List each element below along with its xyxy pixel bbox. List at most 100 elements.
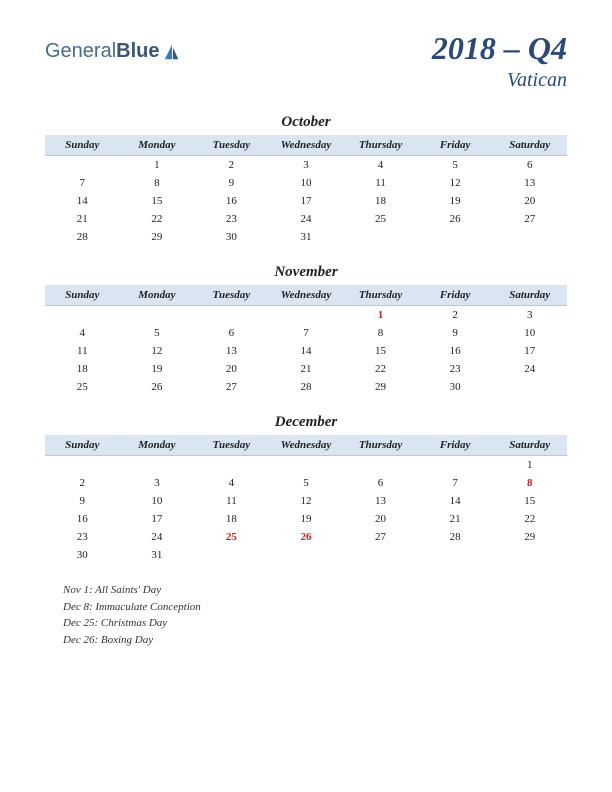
calendar-cell: 1 — [492, 456, 567, 475]
calendar-cell: 16 — [418, 342, 493, 360]
calendar-cell: 28 — [269, 378, 344, 396]
calendar-cell — [194, 306, 269, 325]
day-header: Thursday — [343, 135, 418, 156]
calendar-cell — [45, 306, 120, 325]
month-name: December — [45, 414, 567, 431]
day-header: Wednesday — [269, 285, 344, 306]
calendar-cell: 7 — [418, 474, 493, 492]
calendar-cell: 8 — [492, 474, 567, 492]
calendar-cell: 30 — [418, 378, 493, 396]
calendar-cell: 14 — [418, 492, 493, 510]
calendar-cell: 8 — [343, 324, 418, 342]
day-header: Thursday — [343, 435, 418, 456]
calendar-cell: 6 — [492, 156, 567, 175]
calendar-cell — [269, 456, 344, 475]
calendar-cell: 12 — [120, 342, 195, 360]
calendar-cell: 19 — [269, 510, 344, 528]
calendar-table: SundayMondayTuesdayWednesdayThursdayFrid… — [45, 285, 567, 396]
calendar-cell: 14 — [269, 342, 344, 360]
calendar-cell: 16 — [45, 510, 120, 528]
calendar-cell: 10 — [492, 324, 567, 342]
calendar-cell: 31 — [269, 228, 344, 246]
calendar-cell: 3 — [120, 474, 195, 492]
day-header: Monday — [120, 435, 195, 456]
header: GeneralBlue 2018 – Q4 Vatican — [45, 30, 567, 92]
calendar-cell: 23 — [45, 528, 120, 546]
calendar-cell — [343, 546, 418, 564]
calendar-cell: 3 — [492, 306, 567, 325]
logo-part1: General — [45, 40, 116, 62]
calendar-container: OctoberSundayMondayTuesdayWednesdayThurs… — [45, 114, 567, 564]
calendar-cell: 24 — [269, 210, 344, 228]
calendar-cell: 23 — [418, 360, 493, 378]
calendar-cell: 12 — [269, 492, 344, 510]
calendar-cell: 27 — [343, 528, 418, 546]
calendar-cell — [418, 546, 493, 564]
day-header: Wednesday — [269, 435, 344, 456]
month-block: December SundayMondayTuesdayWednesdayThur… — [45, 414, 567, 564]
calendar-cell: 15 — [120, 192, 195, 210]
calendar-cell: 1 — [343, 306, 418, 325]
calendar-row: 2345678 — [45, 474, 567, 492]
day-header: Tuesday — [194, 135, 269, 156]
day-header: Tuesday — [194, 435, 269, 456]
calendar-row: 21222324252627 — [45, 210, 567, 228]
calendar-cell: 29 — [343, 378, 418, 396]
calendar-row: 9101112131415 — [45, 492, 567, 510]
calendar-table: SundayMondayTuesdayWednesdayThursdayFrid… — [45, 435, 567, 564]
calendar-cell: 5 — [120, 324, 195, 342]
calendar-cell: 20 — [343, 510, 418, 528]
quarter-title: 2018 – Q4 — [432, 30, 567, 67]
title-block: 2018 – Q4 Vatican — [432, 30, 567, 92]
calendar-cell: 22 — [492, 510, 567, 528]
calendar-cell: 4 — [343, 156, 418, 175]
calendar-cell — [45, 456, 120, 475]
calendar-cell: 30 — [45, 546, 120, 564]
calendar-cell: 29 — [492, 528, 567, 546]
calendar-cell — [343, 456, 418, 475]
calendar-cell — [194, 546, 269, 564]
calendar-cell: 21 — [269, 360, 344, 378]
day-header: Sunday — [45, 135, 120, 156]
calendar-cell: 19 — [120, 360, 195, 378]
calendar-row: 16171819202122 — [45, 510, 567, 528]
calendar-row: 252627282930 — [45, 378, 567, 396]
calendar-cell: 15 — [492, 492, 567, 510]
calendar-cell: 21 — [45, 210, 120, 228]
day-header: Saturday — [492, 435, 567, 456]
calendar-row: 3031 — [45, 546, 567, 564]
calendar-cell: 16 — [194, 192, 269, 210]
calendar-cell: 28 — [45, 228, 120, 246]
calendar-cell: 25 — [194, 528, 269, 546]
day-header: Sunday — [45, 285, 120, 306]
calendar-cell — [194, 456, 269, 475]
calendar-cell: 20 — [492, 192, 567, 210]
logo-part2: Blue — [116, 40, 159, 62]
calendar-cell: 11 — [343, 174, 418, 192]
calendar-cell: 5 — [418, 156, 493, 175]
calendar-row: 45678910 — [45, 324, 567, 342]
calendar-cell: 19 — [418, 192, 493, 210]
calendar-cell — [343, 228, 418, 246]
calendar-cell: 24 — [492, 360, 567, 378]
calendar-cell: 2 — [194, 156, 269, 175]
calendar-cell: 12 — [418, 174, 493, 192]
logo: GeneralBlue — [45, 40, 181, 63]
calendar-cell: 11 — [194, 492, 269, 510]
holiday-entry: Dec 26: Boxing Day — [63, 632, 567, 649]
calendar-cell: 3 — [269, 156, 344, 175]
calendar-cell: 29 — [120, 228, 195, 246]
calendar-cell: 4 — [194, 474, 269, 492]
day-header: Thursday — [343, 285, 418, 306]
calendar-cell — [492, 546, 567, 564]
calendar-cell: 27 — [194, 378, 269, 396]
calendar-cell: 6 — [194, 324, 269, 342]
calendar-cell: 2 — [418, 306, 493, 325]
calendar-cell: 27 — [492, 210, 567, 228]
day-header: Friday — [418, 285, 493, 306]
day-header: Monday — [120, 135, 195, 156]
calendar-cell — [418, 456, 493, 475]
region-name: Vatican — [432, 69, 567, 92]
calendar-cell: 28 — [418, 528, 493, 546]
holiday-entry: Dec 25: Christmas Day — [63, 615, 567, 632]
